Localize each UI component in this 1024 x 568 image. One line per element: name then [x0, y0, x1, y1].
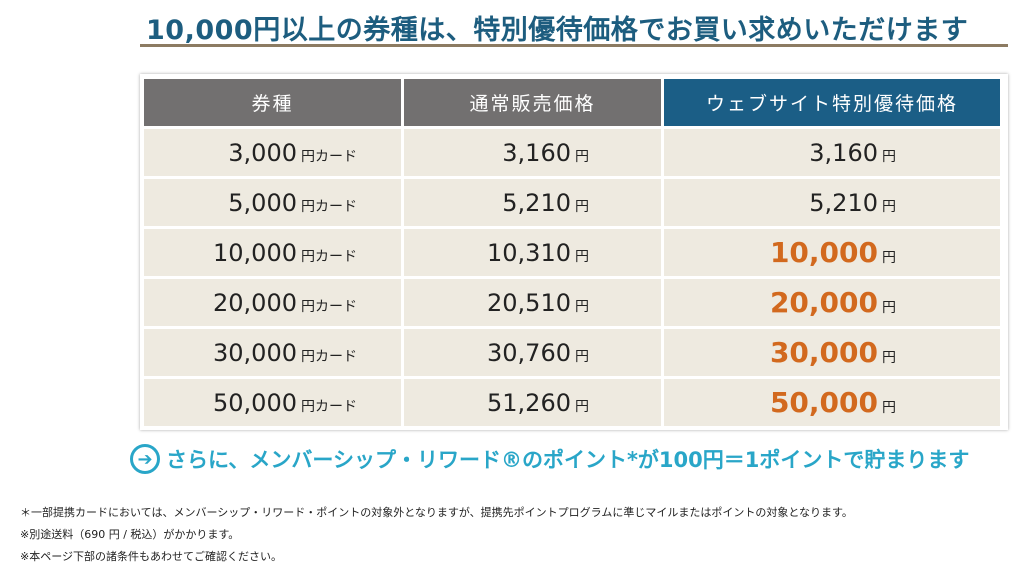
- card-type-cell-value: 50,000: [213, 388, 297, 417]
- special-price-cell: 30,000 円: [664, 329, 1000, 376]
- card-type-cell-value: 20,000: [213, 288, 297, 317]
- special-price-cell-value: 10,000: [769, 236, 878, 269]
- card-type-cell-value: 5,000: [228, 188, 297, 217]
- special-price-cell: 10,000 円: [664, 229, 1000, 276]
- footnote: ＊一部提携カードにおいては、メンバーシップ・リワード・ポイントの対象外となります…: [20, 506, 853, 519]
- special-price-cell-unit: 円: [882, 350, 896, 366]
- title-underline: [140, 44, 1008, 47]
- header-card-type: 券種: [144, 79, 401, 126]
- regular-price-cell-unit: 円: [575, 348, 589, 365]
- card-type-cell-unit: 円カード: [301, 148, 357, 165]
- regular-price-cell-unit: 円: [575, 148, 589, 165]
- regular-price-cell-unit: 円: [575, 298, 589, 315]
- page-title: 10,000円以上の券種は、特別優待価格でお買い求めいただけます: [146, 15, 969, 46]
- regular-price-cell-unit: 円: [575, 198, 589, 215]
- special-price-cell-value: 30,000: [769, 336, 878, 369]
- special-price-cell-value: 20,000: [769, 286, 878, 319]
- special-price-cell: 50,000 円: [664, 379, 1000, 426]
- regular-price-cell-value: 5,210: [502, 188, 571, 217]
- table-row: 50,000 円カード 51,260 円 50,000 円: [144, 379, 1000, 426]
- special-price-cell-unit: 円: [882, 400, 896, 416]
- footnotes: ＊一部提携カードにおいては、メンバーシップ・リワード・ポイントの対象外となります…: [20, 502, 853, 568]
- card-type-cell-value: 30,000: [213, 338, 297, 367]
- table-row: 5,000 円カード 5,210 円 5,210 円: [144, 179, 1000, 226]
- card-type-cell-unit: 円カード: [301, 398, 357, 415]
- special-price-cell: 5,210 円: [664, 179, 1000, 226]
- header-special-price: ウェブサイト特別優待価格: [664, 79, 1000, 126]
- special-price-cell: 20,000 円: [664, 279, 1000, 326]
- table-row: 10,000 円カード 10,310 円 10,000 円: [144, 229, 1000, 276]
- card-type-cell: 3,000 円カード: [144, 129, 401, 176]
- card-type-cell: 10,000 円カード: [144, 229, 401, 276]
- card-type-cell: 5,000 円カード: [144, 179, 401, 226]
- regular-price-cell-value: 10,310: [487, 238, 571, 267]
- regular-price-cell: 10,310 円: [404, 229, 661, 276]
- card-type-cell-value: 10,000: [213, 238, 297, 267]
- card-type-cell-value: 3,000: [228, 138, 297, 167]
- regular-price-cell-unit: 円: [575, 398, 589, 415]
- regular-price-cell: 5,210 円: [404, 179, 661, 226]
- table-row: 20,000 円カード 20,510 円 20,000 円: [144, 279, 1000, 326]
- special-price-cell-value: 3,160: [809, 138, 878, 167]
- special-price-cell-unit: 円: [882, 198, 896, 215]
- special-price-cell-unit: 円: [882, 300, 896, 316]
- special-price-cell-unit: 円: [882, 148, 896, 165]
- promo-text: さらに、メンバーシップ・リワード®のポイント*が100円＝1ポイントで貯まります: [166, 448, 970, 472]
- footnote: ※本ページ下部の諸条件もあわせてご確認ください。: [20, 550, 282, 563]
- card-type-cell: 50,000 円カード: [144, 379, 401, 426]
- card-type-cell-unit: 円カード: [301, 248, 357, 265]
- arrow-right-circle-icon: ➔: [130, 444, 160, 474]
- special-price-cell-unit: 円: [882, 250, 896, 266]
- table-row: 30,000 円カード 30,760 円 30,000 円: [144, 329, 1000, 376]
- table-header-row: 券種 通常販売価格 ウェブサイト特別優待価格: [144, 79, 1000, 126]
- regular-price-cell-value: 20,510: [487, 288, 571, 317]
- regular-price-cell-value: 51,260: [487, 388, 571, 417]
- regular-price-cell-unit: 円: [575, 248, 589, 265]
- special-price-cell-value: 50,000: [769, 386, 878, 419]
- card-type-cell-unit: 円カード: [301, 198, 357, 215]
- regular-price-cell: 3,160 円: [404, 129, 661, 176]
- card-type-cell-unit: 円カード: [301, 298, 357, 315]
- price-table: 券種 通常販売価格 ウェブサイト特別優待価格 3,000 円カード 3,160 円 3,…: [141, 76, 1003, 429]
- table-row: 3,000 円カード 3,160 円 3,160 円: [144, 129, 1000, 176]
- regular-price-cell: 20,510 円: [404, 279, 661, 326]
- header-regular-price: 通常販売価格: [404, 79, 661, 126]
- regular-price-cell: 30,760 円: [404, 329, 661, 376]
- card-type-cell-unit: 円カード: [301, 348, 357, 365]
- regular-price-cell-value: 30,760: [487, 338, 571, 367]
- card-type-cell: 20,000 円カード: [144, 279, 401, 326]
- card-type-cell: 30,000 円カード: [144, 329, 401, 376]
- special-price-cell: 3,160 円: [664, 129, 1000, 176]
- regular-price-cell-value: 3,160: [502, 138, 571, 167]
- price-table-container: 券種 通常販売価格 ウェブサイト特別優待価格 3,000 円カード 3,160 円 3,…: [140, 74, 1008, 430]
- footnote: ※別途送料（690 円 / 税込）がかかります。: [20, 528, 240, 541]
- promo-banner: ➔ さらに、メンバーシップ・リワード®のポイント*が100円＝1ポイントで貯まり…: [130, 444, 969, 474]
- special-price-cell-value: 5,210: [809, 188, 878, 217]
- regular-price-cell: 51,260 円: [404, 379, 661, 426]
